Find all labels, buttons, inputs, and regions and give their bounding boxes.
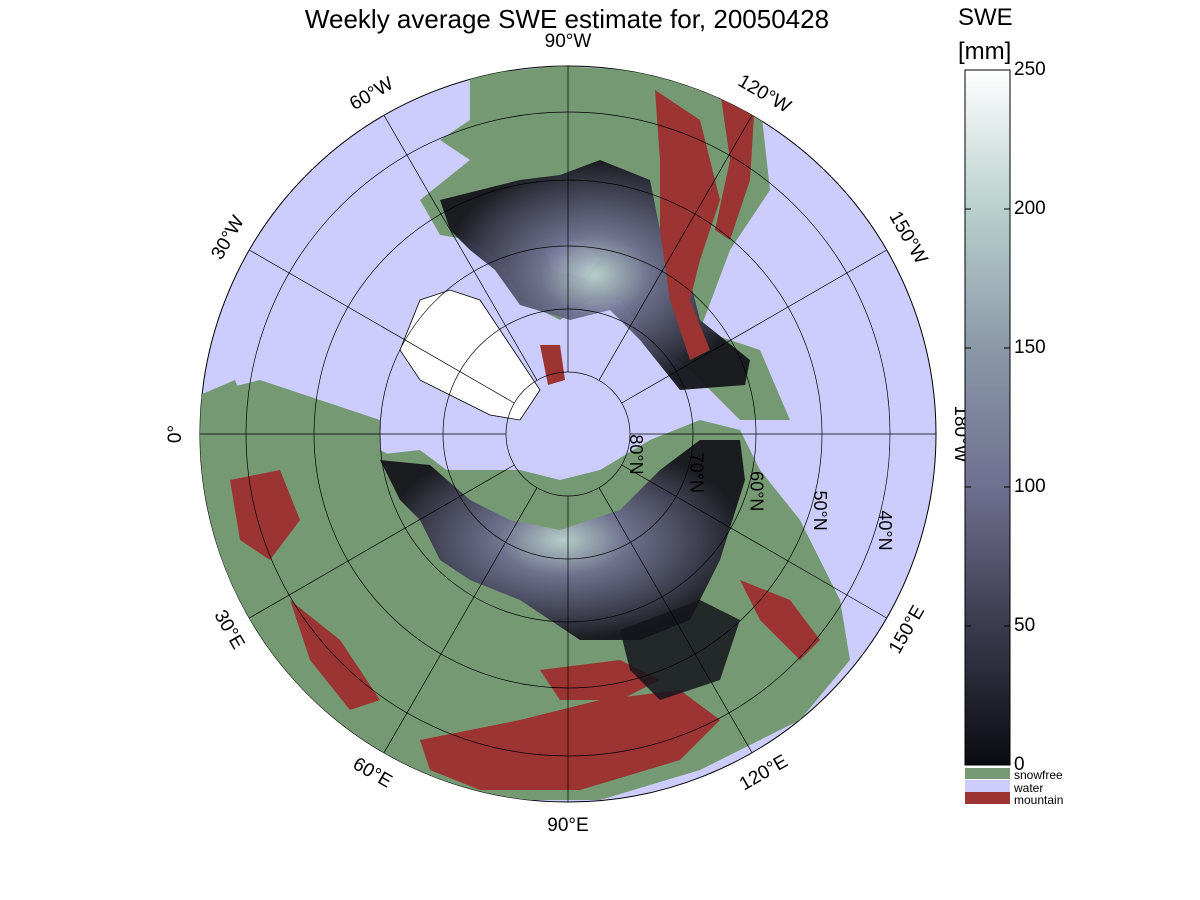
latitude-label: 60°N [747,471,767,511]
mountain-asia [420,690,720,790]
colorbar-tick-label: 250 [1014,59,1046,80]
longitude-label: 60°W [346,73,397,115]
snow-siberia [620,600,740,700]
colorbar-tick-label: 200 [1014,198,1046,219]
meridian-lines [200,66,936,802]
colorbar-tick-label: 100 [1014,476,1046,497]
colorbar [964,69,1011,766]
map-title: Weekly average SWE estimate for, 2005042… [304,4,830,34]
europe-west [200,380,250,440]
meridian-line [383,487,538,753]
longitude-label: 30°W [207,212,249,263]
longitude-label: 0° [165,425,186,443]
longitude-label: 90°W [545,31,592,52]
meridian-line [249,249,515,404]
legend-swatch-snowfree [965,768,1010,779]
longitude-label: 120°E [736,751,792,795]
latitude-label: 40°N [875,510,895,550]
latitude-label: 70°N [686,453,706,493]
colorbar-unit: [mm] [958,38,1012,65]
legend-label-water: water [1014,781,1044,795]
legend-label-mountain: mountain [1014,793,1064,807]
mountain-europe [230,470,300,560]
greenland [399,289,541,421]
colorbar-ticks: 0 50 100 150 200 250 [965,59,1046,775]
snow-eurasia [380,440,745,640]
latitude-label: 80°N [626,434,646,474]
colorbar-tick-label: 0 [1014,754,1025,775]
meridian-line [621,464,887,619]
colorbar-title: SWE [958,4,1013,31]
mountain-caucasus [290,600,380,710]
mountain-greenland-edge [540,345,565,385]
legend-swatch-water [965,780,1010,792]
latitude-label: 50°N [810,490,830,530]
longitude-label: 90°E [547,815,588,836]
colorbar-tick-label: 50 [1014,615,1035,636]
mountain-rockies [655,90,720,360]
longitude-label: 150°E [885,602,929,658]
longitude-label: 30°E [209,607,248,653]
latitude-labels: 80°N 70°N 60°N 50°N 40°N [626,434,895,550]
longitude-label: 60°E [349,754,395,793]
legend-swatch-mountain [965,792,1010,804]
meridian-line [621,249,887,404]
meridian-line [598,115,753,381]
snow-north-america [440,160,750,390]
meridian-line [249,464,515,619]
land-layer [200,66,850,800]
legend-label-snowfree: snowfree [1014,768,1063,782]
meridian-line [598,487,753,753]
meridian-line [383,115,538,381]
colorbar-tick-label: 150 [1014,337,1046,358]
